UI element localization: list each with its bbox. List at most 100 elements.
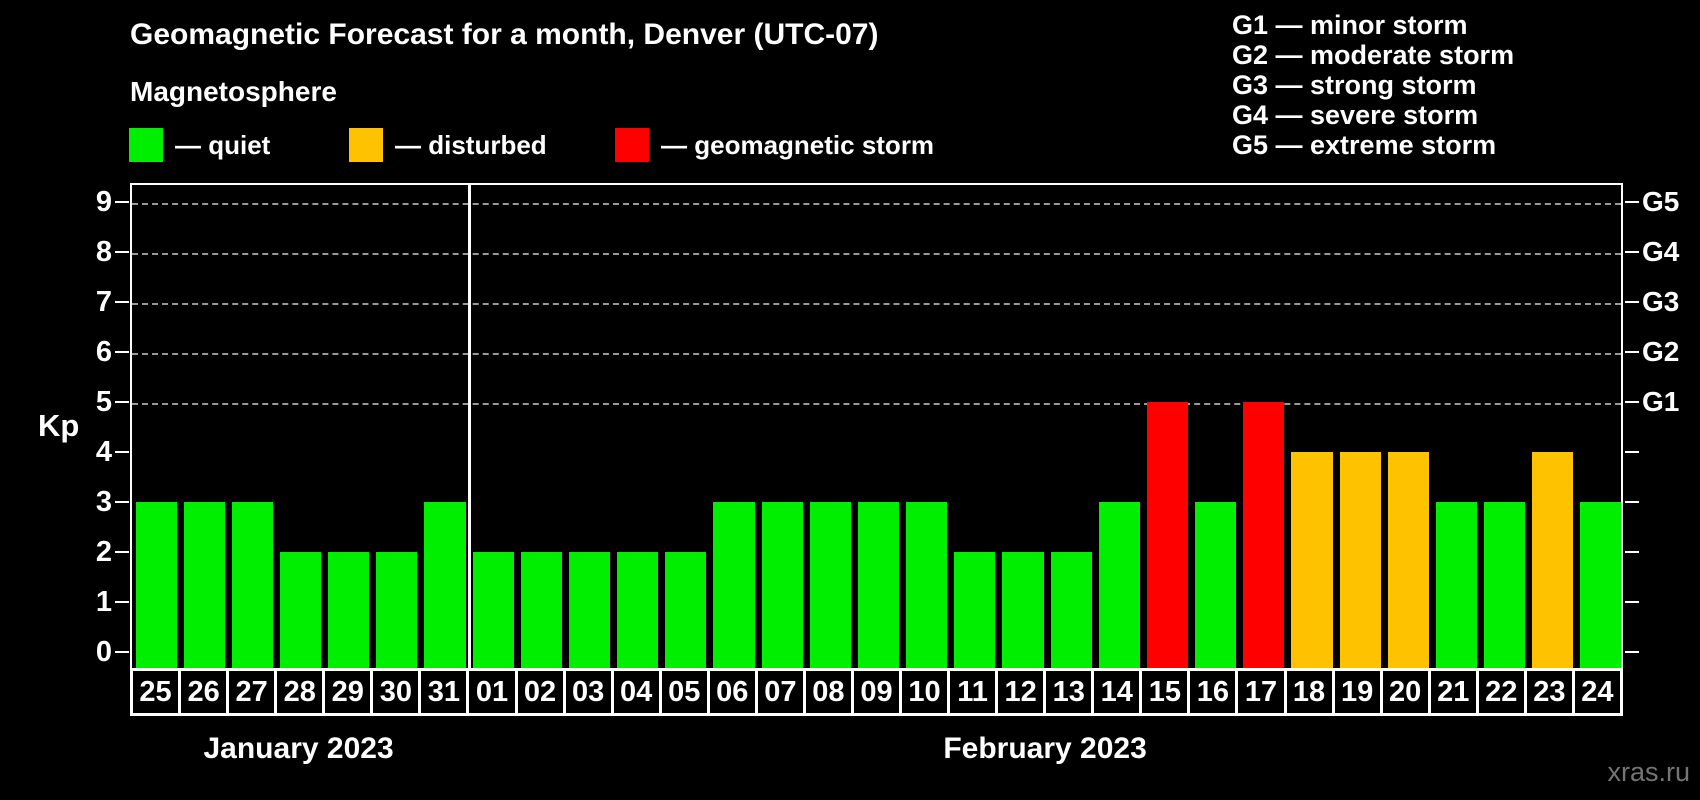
kp-bar-08	[809, 502, 851, 668]
right-tick-9	[1625, 201, 1639, 203]
date-cell-11: 11	[947, 668, 999, 716]
quiet-legend-label: — quiet	[175, 130, 271, 160]
kp-bar-15	[1146, 402, 1189, 668]
date-cell-25: 25	[130, 668, 182, 716]
g-scale-legend: G1 — minor storm G2 — moderate storm G3 — …	[1232, 10, 1514, 160]
date-cell-06: 06	[706, 668, 758, 716]
date-cell-04: 04	[610, 668, 662, 716]
y-tick-label-4: 4	[95, 436, 112, 468]
y-axis-label: Kp	[38, 408, 80, 443]
date-cell-01: 01	[466, 668, 518, 716]
date-cell-03: 03	[562, 668, 614, 716]
kp-bar-25	[135, 502, 177, 668]
right-tick-0	[1625, 651, 1639, 653]
gridline-kp8	[132, 253, 1621, 255]
kp-bar-04	[617, 552, 659, 668]
kp-bar-19	[1339, 452, 1381, 668]
kp-bar-26	[183, 502, 225, 668]
left-tick-4	[115, 451, 129, 453]
y-tick-label-0: 0	[95, 636, 112, 668]
date-cell-29: 29	[322, 668, 374, 716]
kp-bar-06	[713, 502, 755, 668]
date-cell-26: 26	[178, 668, 230, 716]
y-tick-label-9: 9	[95, 186, 112, 218]
kp-bar-10	[906, 502, 948, 668]
date-cell-31: 31	[418, 668, 470, 716]
right-axis-label-G1: G1	[1642, 386, 1680, 417]
storm-legend-label: — geomagnetic storm	[661, 130, 935, 160]
g-scale-legend-item: G1 — minor storm	[1232, 10, 1468, 40]
gridline-kp5	[132, 403, 1621, 405]
kp-bar-24	[1580, 502, 1622, 668]
chart-subtitle: Magnetosphere	[130, 76, 337, 107]
kp-bar-20	[1387, 452, 1429, 668]
left-tick-6	[115, 351, 129, 353]
kp-bar-17	[1243, 402, 1285, 668]
kp-bar-29	[328, 552, 370, 668]
kp-bar-11	[954, 552, 996, 668]
date-axis: 25 26 27 28 29 30 31 01 02 03 04 05 06 07 08 09 10 11 12 13…	[130, 668, 1623, 716]
date-cell-27: 27	[226, 668, 278, 716]
date-cell-22: 22	[1475, 668, 1527, 716]
date-cell-16: 16	[1187, 668, 1239, 716]
date-cell-24: 24	[1571, 668, 1623, 716]
kp-bar-23	[1532, 452, 1574, 668]
month-separator-line	[467, 185, 471, 668]
kp-bar-30	[376, 552, 418, 668]
date-cell-09: 09	[850, 668, 902, 716]
right-tick-4	[1625, 451, 1639, 453]
disturbed-legend-swatch	[349, 128, 383, 162]
date-cell-12: 12	[995, 668, 1047, 716]
kp-bar-16	[1195, 502, 1237, 668]
date-cell-05: 05	[658, 668, 710, 716]
gridline-kp7	[132, 303, 1621, 305]
kp-bar-02	[520, 552, 562, 668]
disturbed-legend-label: — disturbed	[395, 130, 547, 160]
y-tick-label-7: 7	[95, 286, 112, 318]
kp-bar-03	[568, 552, 611, 668]
right-axis-label-G4: G4	[1642, 236, 1680, 267]
left-tick-3	[115, 501, 129, 503]
left-tick-5	[115, 401, 129, 403]
chart-title: Geomagnetic Forecast for a month, Denver…	[130, 18, 879, 51]
g-scale-legend-item: G2 — moderate storm	[1232, 40, 1515, 70]
date-cell-13: 13	[1043, 668, 1095, 716]
y-tick-label-5: 5	[95, 386, 112, 418]
right-axis-label-G3: G3	[1642, 286, 1680, 317]
date-cell-08: 08	[802, 668, 854, 716]
watermark: xras.ru	[1607, 757, 1690, 787]
kp-bar-07	[761, 502, 803, 668]
right-tick-6	[1625, 351, 1639, 353]
y-tick-label-1: 1	[95, 586, 112, 618]
quiet-legend-swatch	[129, 128, 163, 162]
date-cell-10: 10	[899, 668, 951, 716]
date-cell-23: 23	[1523, 668, 1575, 716]
date-cell-20: 20	[1379, 668, 1431, 716]
left-tick-1	[115, 601, 129, 603]
left-tick-9	[115, 201, 129, 203]
kp-bar-21	[1435, 502, 1477, 668]
gridline-kp9	[132, 203, 1621, 205]
kp-bar-28	[279, 552, 322, 668]
kp-bar-05	[665, 552, 707, 668]
right-tick-7	[1625, 301, 1639, 303]
date-cell-17: 17	[1235, 668, 1287, 716]
date-cell-28: 28	[274, 668, 326, 716]
left-tick-0	[115, 651, 129, 653]
y-tick-label-6: 6	[95, 336, 112, 368]
right-tick-8	[1625, 251, 1639, 253]
g-scale-legend-item: G4 — severe storm	[1232, 100, 1479, 130]
kp-bar-01	[472, 552, 514, 668]
right-tick-2	[1625, 551, 1639, 553]
month-label: February 2023	[943, 732, 1147, 765]
kp-bar-09	[857, 502, 900, 668]
date-cell-02: 02	[514, 668, 566, 716]
g-scale-legend-item: G5 — extreme storm	[1232, 130, 1497, 160]
kp-bar-14	[1098, 502, 1140, 668]
date-cell-19: 19	[1331, 668, 1383, 716]
right-tick-1	[1625, 601, 1639, 603]
left-tick-8	[115, 251, 129, 253]
kp-bar-18	[1291, 452, 1333, 668]
kp-bar-22	[1484, 502, 1526, 668]
date-cell-30: 30	[370, 668, 422, 716]
